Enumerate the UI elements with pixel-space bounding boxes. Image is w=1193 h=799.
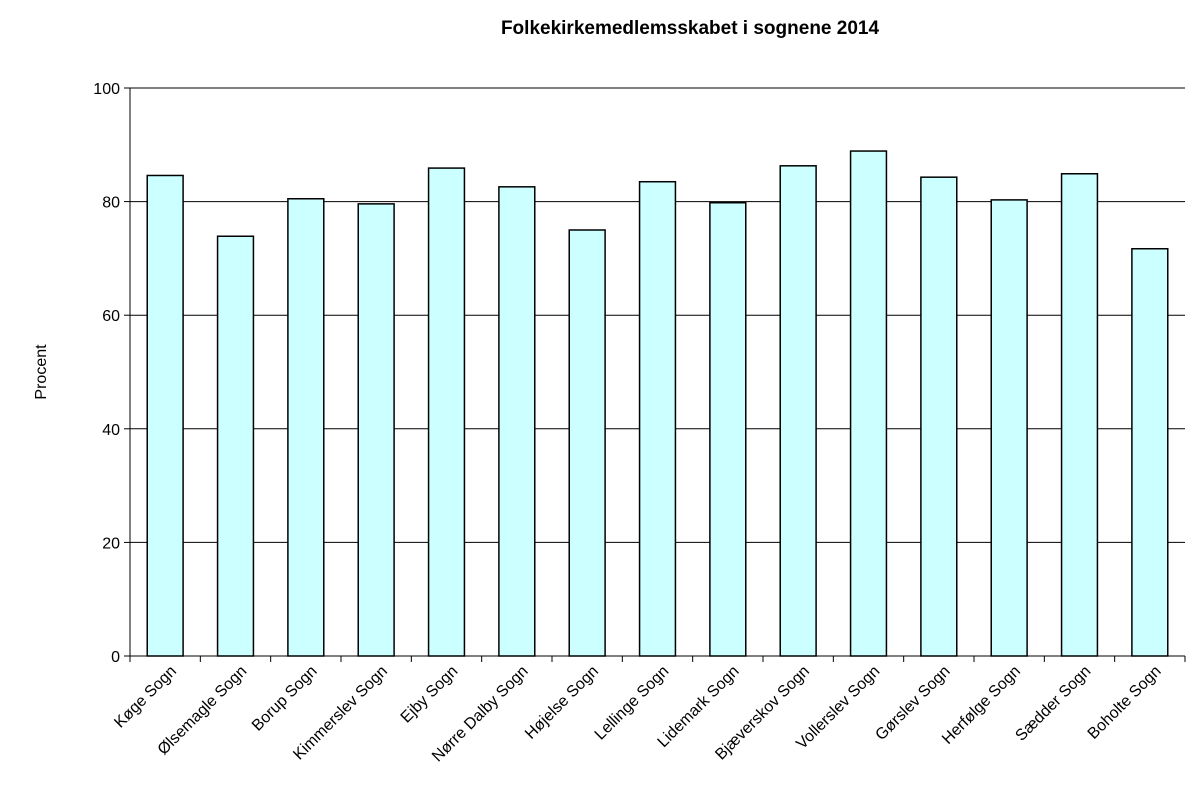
x-tick-label: Boholte Sogn (1085, 663, 1165, 743)
y-axis-label: Procent (33, 344, 50, 400)
bar (1060, 173, 1099, 657)
bar (357, 203, 395, 657)
x-tick-label: Lellinge Sogn (592, 663, 673, 744)
bar (779, 165, 817, 657)
y-tick-label: 100 (93, 81, 120, 98)
bar (427, 167, 466, 657)
x-tick-label: Sædder Sogn (1012, 663, 1094, 745)
y-tick-label: 80 (102, 195, 120, 212)
bar (920, 176, 958, 657)
bar (1131, 247, 1169, 657)
bar (146, 174, 184, 657)
y-tick-label: 40 (102, 422, 120, 439)
x-tick-label: Gørslev Sogn (872, 663, 953, 744)
bar (287, 198, 325, 657)
y-tick-label: 0 (111, 649, 120, 666)
x-tick-label: Højelse Sogn (522, 663, 602, 743)
x-tick-label: Ejby Sogn (398, 663, 462, 727)
y-tick-label: 20 (102, 535, 120, 552)
bar (990, 199, 1028, 657)
bar (568, 229, 606, 657)
x-tick-label: Køge Sogn (111, 663, 180, 732)
bar (498, 186, 536, 657)
x-tick-label: Borup Sogn (249, 663, 321, 735)
bar (849, 150, 888, 657)
y-tick-label: 60 (102, 308, 120, 325)
bar (638, 180, 677, 657)
bar (709, 201, 747, 657)
bar (216, 235, 255, 657)
chart-title: Folkekirkemedlemsskabet i sognene 2014 (501, 18, 880, 39)
